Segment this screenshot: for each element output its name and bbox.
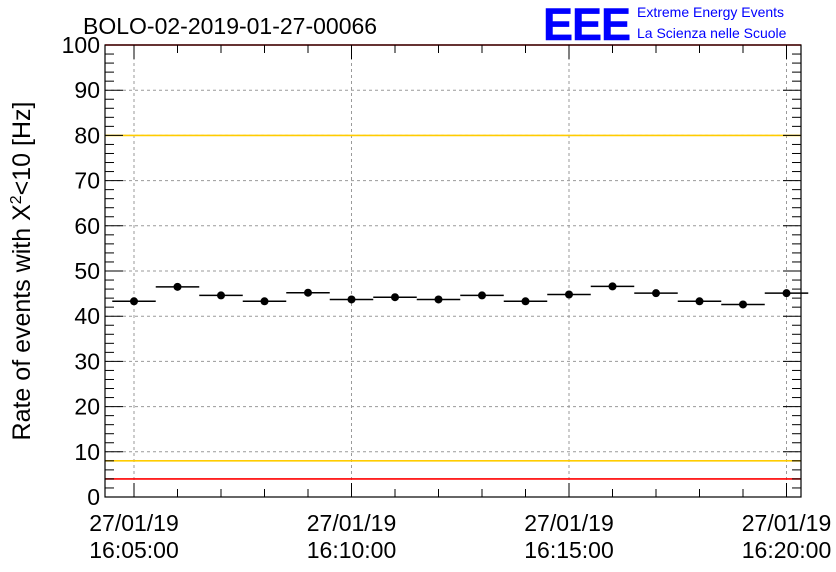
grid (105, 45, 801, 497)
data-point (652, 289, 660, 298)
data-point (260, 297, 269, 306)
x-tick-date-label: 27/01/19 (307, 510, 397, 536)
logo-letters: EEE (543, 0, 630, 50)
y-tick-label: 0 (87, 484, 100, 510)
data-point (782, 289, 791, 298)
data-point (391, 293, 399, 302)
axes: 010203040506070809010027/01/1916:05:0027… (62, 32, 832, 563)
y-tick-label: 20 (74, 394, 100, 420)
data-point (347, 295, 356, 304)
x-tick-date-label: 27/01/19 (524, 510, 614, 536)
y-tick-label: 60 (74, 213, 100, 239)
data-series (112, 282, 809, 309)
data-point (608, 282, 617, 291)
x-tick-time-label: 16:20:00 (742, 537, 832, 563)
y-tick-label: 80 (74, 122, 100, 148)
y-tick-label: 40 (74, 303, 100, 329)
x-tick-time-label: 16:15:00 (524, 537, 614, 563)
chart-title: BOLO-02-2019-01-27-00066 (83, 13, 377, 39)
x-tick-time-label: 16:05:00 (89, 537, 179, 563)
data-point (434, 295, 443, 304)
y-axis-label: Rate of events with X2<10 [Hz] (8, 102, 36, 441)
eee-logo: EEE Extreme Energy Events La Scienza nel… (543, 0, 787, 50)
data-point (739, 300, 747, 309)
data-point (304, 288, 312, 297)
x-tick-date-label: 27/01/19 (742, 510, 832, 536)
data-point (217, 291, 225, 300)
data-point (130, 297, 138, 306)
y-tick-label: 50 (74, 258, 100, 284)
reference-lines (105, 44, 801, 480)
logo-line-1: Extreme Energy Events (637, 4, 784, 20)
data-point (173, 282, 182, 291)
y-tick-label: 100 (62, 32, 100, 58)
data-point (521, 297, 530, 306)
data-point (478, 291, 486, 300)
y-tick-label: 90 (74, 77, 100, 103)
logo-line-2: La Scienza nelle Scuole (637, 25, 787, 41)
data-point (565, 290, 573, 299)
data-point (695, 297, 704, 306)
y-tick-label: 30 (74, 348, 100, 374)
x-tick-date-label: 27/01/19 (89, 510, 179, 536)
x-tick-time-label: 16:10:00 (307, 537, 397, 563)
y-tick-label: 10 (74, 439, 100, 465)
y-tick-label: 70 (74, 168, 100, 194)
